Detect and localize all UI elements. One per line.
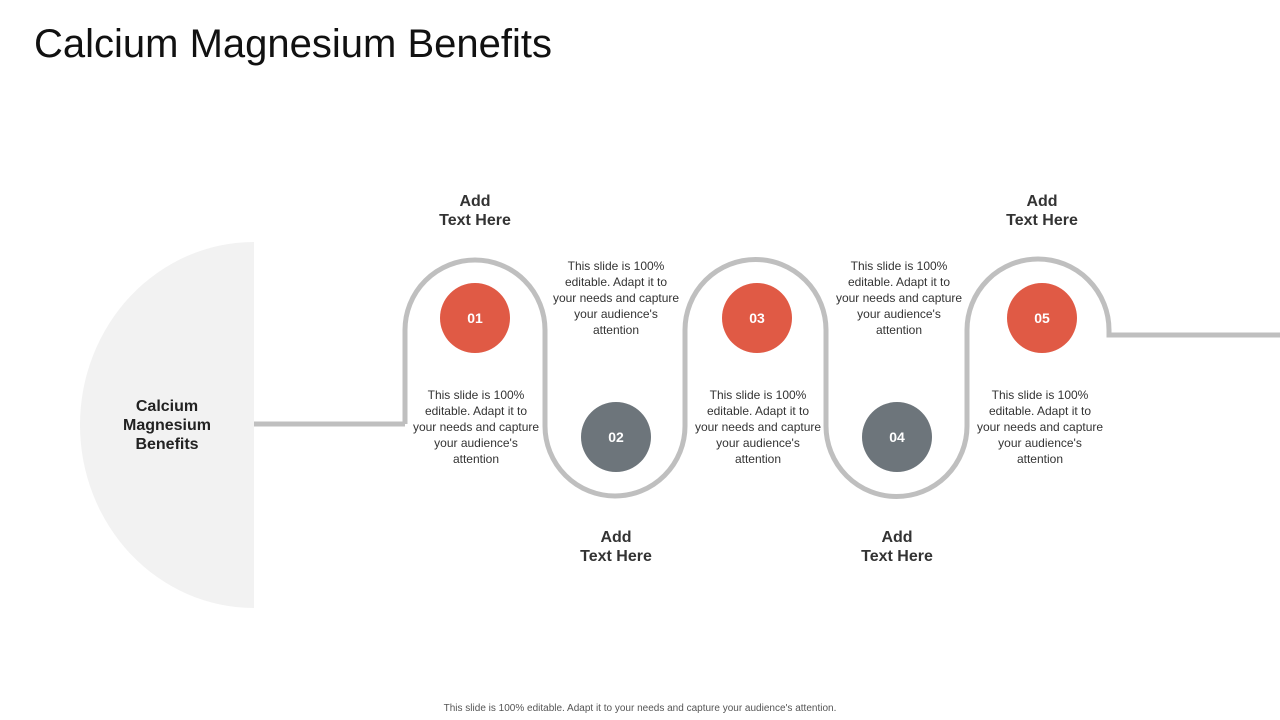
step-1-badge: 01	[440, 283, 510, 353]
step-2-heading: Add Text Here	[580, 529, 652, 565]
step-4-description: This slide is 100% editable. Adapt it to…	[835, 259, 963, 337]
step-1-heading: Add Text Here	[439, 193, 511, 229]
step-2-badge: 02	[581, 402, 651, 472]
step-2-description: This slide is 100% editable. Adapt it to…	[552, 259, 680, 337]
step-3-description: This slide is 100% editable. Adapt it to…	[694, 388, 822, 466]
serpentine-track	[402, 256, 1280, 499]
step-1-description: This slide is 100% editable. Adapt it to…	[412, 388, 540, 466]
step-4-badge: 04	[862, 402, 932, 472]
center-semicircle	[80, 242, 254, 608]
center-label: Calcium Magnesium Benefits	[122, 398, 211, 453]
step-3-badge: 03	[722, 283, 792, 353]
step-5-heading: Add Text Here	[1006, 193, 1078, 229]
footer-note: This slide is 100% editable. Adapt it to…	[443, 703, 837, 714]
step-4-heading: Add Text Here	[861, 529, 933, 565]
step-5-badge: 05	[1007, 283, 1077, 353]
step-5-description: This slide is 100% editable. Adapt it to…	[976, 388, 1104, 466]
page-title: Calcium Magnesium Benefits	[34, 22, 552, 66]
